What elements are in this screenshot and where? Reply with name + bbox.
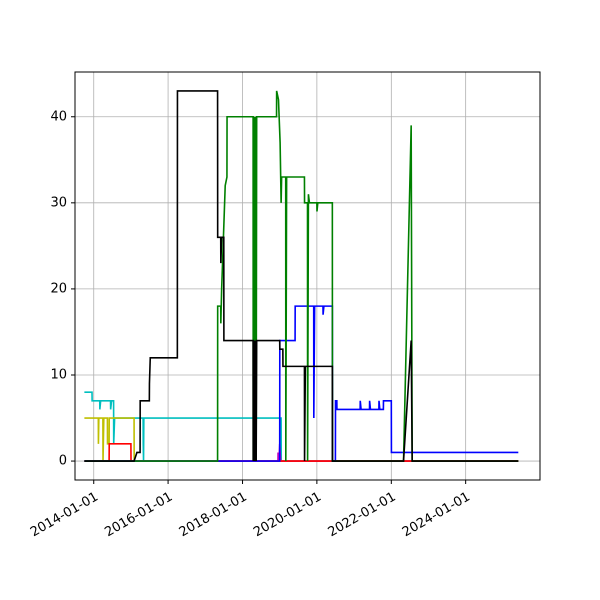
series-line-7 bbox=[84, 90, 519, 462]
plot-frame bbox=[74, 71, 541, 481]
y-tick-label: 0 bbox=[59, 454, 67, 469]
series-line-5 bbox=[84, 305, 519, 462]
y-tick-label: 30 bbox=[50, 195, 67, 210]
series-lines bbox=[84, 90, 519, 462]
series-line-6 bbox=[84, 90, 519, 462]
series-line-1 bbox=[84, 391, 519, 462]
y-tick-label: 40 bbox=[50, 109, 67, 124]
y-tick-label: 10 bbox=[50, 367, 67, 382]
series-line-2 bbox=[84, 417, 519, 462]
y-tick-label: 20 bbox=[50, 281, 67, 296]
y-axis: 0 10 20 30 40 bbox=[50, 109, 75, 469]
